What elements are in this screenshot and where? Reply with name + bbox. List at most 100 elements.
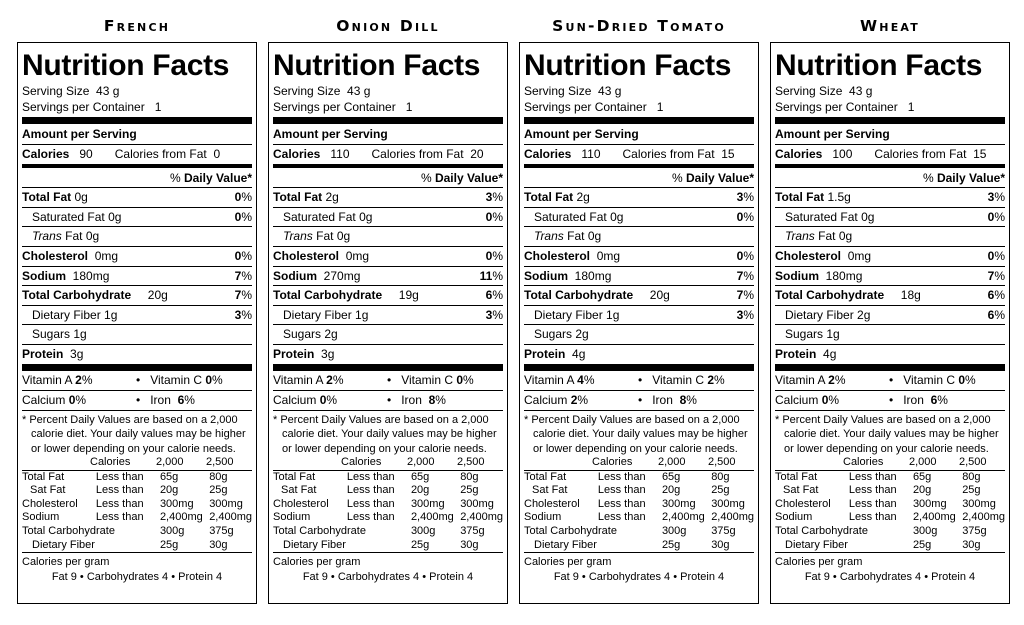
nutrition-label-column-4: Wheat Nutrition Facts Serving Size 43 g … — [770, 0, 1010, 604]
sodium-row: Sodium 270mg 11% — [273, 265, 503, 286]
thick-divider — [524, 363, 754, 371]
serving-size-line: Serving Size 43 g — [775, 84, 873, 98]
table-row: Total Fat Less than 65g 80g — [775, 470, 981, 483]
nutrition-label-column-2: Onion Dill Nutrition Facts Serving Size … — [268, 0, 508, 604]
vitamin-row: Vitamin A 2% • Vitamin C 0% — [273, 372, 474, 387]
protein-row: Protein 4g — [524, 343, 754, 364]
total-carbohydrate-row: Total Carbohydrate 20g 7% — [524, 285, 754, 305]
daily-value-table: Total Fat Less than 65g 80g Sat Fat Less tha… — [524, 469, 754, 553]
table-row: Total Carbohydrate 300g 375g — [273, 525, 485, 537]
iron-value: 8 — [428, 392, 436, 407]
medium-divider — [775, 164, 1005, 169]
vitamin-c-value: 2 — [707, 372, 715, 387]
daily-value-footnote: * Percent Daily Values are based on a 2,… — [273, 409, 503, 470]
daily-value-table: Total Fat Less than 65g 80g Sat Fat Less tha… — [273, 469, 503, 553]
saturated-fat-row: Saturated Fat 0g 0% — [22, 206, 252, 227]
trans-fat-row: Trans Fat 0g — [22, 226, 252, 246]
calories-value: 110 — [581, 146, 601, 161]
table-row: Cholesterol Less than 300mg 300mg — [22, 497, 243, 510]
calories-row: Calories 110 Calories from Fat 20 — [273, 143, 503, 164]
calories-per-gram-label: Calories per gram — [273, 552, 503, 570]
vitamin-a-value: 2 — [828, 372, 835, 387]
daily-value-footnote: * Percent Daily Values are based on a 2,… — [22, 409, 252, 470]
table-row: Sat Fat Less than 20g 25g — [532, 484, 730, 497]
amount-per-serving: Amount per Serving — [22, 127, 137, 141]
amount-per-serving: Amount per Serving — [775, 127, 890, 141]
cholesterol-row: Cholesterol 0mg 0% — [524, 245, 754, 266]
calories-from-fat-value: 15 — [721, 146, 735, 161]
table-row: Total Carbohydrate 300g 375g — [524, 525, 736, 537]
daily-value-table: Total Fat Less than 65g 80g Sat Fat Less tha… — [775, 469, 1005, 553]
medium-divider — [22, 164, 252, 169]
table-row: Dietary Fiber 25g 30g — [534, 538, 730, 551]
vitamin-c-value: 0 — [958, 372, 966, 387]
nutrition-facts-panel: Nutrition Facts Serving Size 43 g Servin… — [519, 42, 759, 604]
amount-per-serving: Amount per Serving — [273, 127, 388, 141]
total-fat-row: Total Fat 0g 0% — [22, 187, 252, 207]
dietary-fiber-row: Dietary Fiber 1g 3% — [273, 304, 503, 325]
total-carbohydrate-row: Total Carbohydrate 20g 7% — [22, 285, 252, 305]
iron-value: 6 — [930, 392, 938, 407]
protein-row: Protein 4g — [775, 343, 1005, 364]
thick-divider — [22, 363, 252, 371]
nutrition-facts-panel: Nutrition Facts Serving Size 43 g Servin… — [770, 42, 1010, 604]
table-row: Cholesterol Less than 300mg 300mg — [524, 497, 745, 510]
serving-size-value: 43 g — [96, 84, 120, 98]
servings-line: Servings per Container 1 — [273, 100, 413, 114]
mineral-row: Calcium 0% • Iron 6% — [775, 389, 1005, 410]
thick-divider — [273, 117, 503, 124]
vitamin-row: Vitamin A 4% • Vitamin C 2% — [524, 372, 725, 387]
iron-value: 8 — [679, 392, 687, 407]
daily-value-table-header: Calories 2,000 2,500 — [341, 456, 485, 469]
calcium-value: 0 — [821, 392, 829, 407]
table-row: Total Fat Less than 65g 80g — [273, 470, 479, 483]
flavor-heading: Wheat — [860, 17, 920, 35]
thick-divider — [22, 117, 252, 124]
sugars-row: Sugars 1g — [22, 324, 252, 344]
calories-per-gram-values: Fat 9 • Carbohydrates 4 • Protein 4 — [553, 571, 725, 584]
thick-divider — [273, 363, 503, 371]
calories-value: 90 — [79, 146, 93, 161]
cholesterol-row: Cholesterol 0mg 0% — [273, 245, 503, 266]
serving-size-line: Serving Size 43 g — [273, 84, 371, 98]
vitamin-row: Vitamin A 2% • Vitamin C 0% — [22, 372, 223, 387]
servings-line: Servings per Container 1 — [775, 100, 915, 114]
daily-value-footnote: * Percent Daily Values are based on a 2,… — [524, 409, 754, 470]
total-carbohydrate-row: Total Carbohydrate 19g 6% — [273, 285, 503, 305]
flavor-heading: Sun-Dried Tomato — [552, 17, 726, 35]
table-row: Dietary Fiber 25g 30g — [283, 538, 479, 551]
vitamin-a-value: 2 — [75, 372, 82, 387]
serving-size-value: 43 g — [347, 84, 371, 98]
amount-per-serving: Amount per Serving — [524, 127, 639, 141]
servings-line: Servings per Container 1 — [22, 100, 162, 114]
calories-per-gram-values: Fat 9 • Carbohydrates 4 • Protein 4 — [51, 571, 223, 584]
nutrition-facts-title: Nutrition Facts — [524, 49, 732, 82]
sugars-row: Sugars 1g — [775, 324, 1005, 344]
calories-per-gram-values: Fat 9 • Carbohydrates 4 • Protein 4 — [302, 571, 474, 584]
medium-divider — [524, 164, 754, 169]
nutrition-label-column-3: Sun-Dried Tomato Nutrition Facts Serving… — [519, 0, 759, 604]
table-row: Total Carbohydrate 300g 375g — [775, 525, 987, 537]
mineral-row: Calcium 2% • Iron 8% — [524, 389, 754, 410]
nutrition-facts-title: Nutrition Facts — [775, 49, 983, 82]
calories-per-gram-label: Calories per gram — [775, 552, 1005, 570]
thick-divider — [775, 363, 1005, 371]
nutrition-facts-title: Nutrition Facts — [22, 49, 230, 82]
table-row: Dietary Fiber 25g 30g — [32, 538, 228, 551]
calories-from-fat-value: 20 — [470, 146, 484, 161]
servings-value: 1 — [405, 100, 413, 114]
serving-size-value: 43 g — [849, 84, 873, 98]
servings-line: Servings per Container 1 — [524, 100, 664, 114]
daily-value-header: % Daily Value* — [169, 171, 252, 186]
cholesterol-row: Cholesterol 0mg 0% — [22, 245, 252, 266]
total-fat-row: Total Fat 1.5g 3% — [775, 187, 1005, 207]
sugars-row: Sugars 2g — [524, 324, 754, 344]
daily-value-table-header: Calories 2,000 2,500 — [90, 456, 234, 469]
trans-fat-row: Trans Fat 0g — [775, 226, 1005, 246]
vitamin-row: Vitamin A 2% • Vitamin C 0% — [775, 372, 976, 387]
protein-row: Protein 3g — [22, 343, 252, 364]
calories-from-fat-value: 15 — [973, 146, 987, 161]
nutrition-facts-panel: Nutrition Facts Serving Size 43 g Servin… — [268, 42, 508, 604]
thick-divider — [775, 117, 1005, 124]
calcium-value: 0 — [68, 392, 76, 407]
